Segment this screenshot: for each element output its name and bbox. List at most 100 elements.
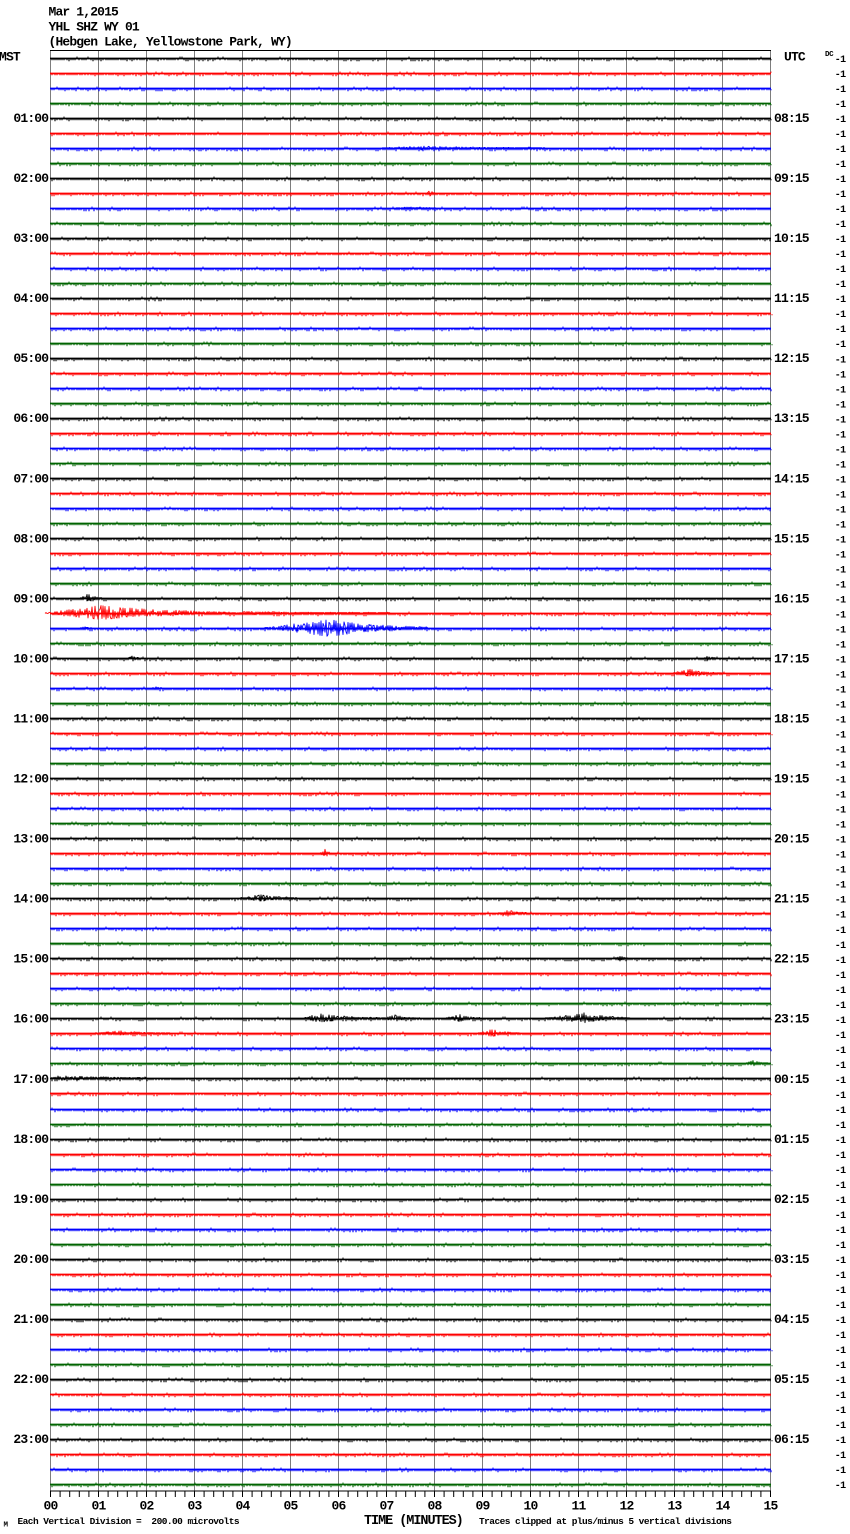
svg-text:-1: -1 (835, 250, 846, 261)
svg-text:-1: -1 (835, 1436, 846, 1447)
svg-text:-1: -1 (835, 971, 846, 982)
svg-text:00: 00 (44, 1499, 59, 1514)
svg-text:-1: -1 (835, 911, 846, 922)
svg-text:-1: -1 (835, 235, 846, 246)
svg-text:12:00: 12:00 (13, 772, 49, 787)
svg-text:-1: -1 (835, 1106, 846, 1117)
svg-text:-1: -1 (835, 1091, 846, 1102)
svg-text:18:00: 18:00 (13, 1132, 49, 1147)
svg-text:-1: -1 (835, 55, 846, 66)
svg-text:-1: -1 (835, 776, 846, 787)
svg-text:05: 05 (284, 1499, 299, 1514)
svg-text:-1: -1 (835, 415, 846, 426)
svg-text:-1: -1 (835, 671, 846, 682)
svg-text:-1: -1 (835, 280, 846, 291)
svg-text:-1: -1 (835, 475, 846, 486)
svg-text:-1: -1 (835, 1421, 846, 1432)
svg-text:-1: -1 (835, 505, 846, 516)
svg-text:-1: -1 (835, 160, 846, 171)
svg-text:-1: -1 (835, 956, 846, 967)
svg-text:-1: -1 (835, 1226, 846, 1237)
svg-text:14:00: 14:00 (13, 892, 49, 907)
svg-text:02:00: 02:00 (13, 171, 49, 186)
svg-text:-1: -1 (835, 1391, 846, 1402)
svg-text:-1: -1 (835, 70, 846, 81)
svg-text:04:00: 04:00 (13, 291, 49, 306)
svg-text:-1: -1 (835, 1346, 846, 1357)
svg-text:14:15: 14:15 (774, 471, 810, 486)
svg-text:-1: -1 (835, 1196, 846, 1207)
svg-text:11:00: 11:00 (13, 711, 49, 726)
svg-text:07:00: 07:00 (13, 471, 49, 486)
svg-text:-1: -1 (835, 896, 846, 907)
svg-text:-1: -1 (835, 355, 846, 366)
svg-text:-1: -1 (835, 806, 846, 817)
svg-text:20:00: 20:00 (13, 1252, 49, 1267)
svg-text:-1: -1 (835, 580, 846, 591)
svg-text:19:00: 19:00 (13, 1192, 49, 1207)
svg-text:01: 01 (92, 1499, 107, 1514)
svg-text:-1: -1 (835, 1211, 846, 1222)
svg-text:22:00: 22:00 (13, 1372, 49, 1387)
svg-text:00:15: 00:15 (774, 1072, 810, 1087)
svg-text:-1: -1 (835, 1361, 846, 1372)
svg-text:-1: -1 (835, 370, 846, 381)
svg-text:-1: -1 (835, 1076, 846, 1087)
svg-text:-1: -1 (835, 400, 846, 411)
svg-text:16:15: 16:15 (774, 591, 810, 606)
svg-text:-1: -1 (835, 851, 846, 862)
svg-text:-1: -1 (835, 1001, 846, 1012)
svg-text:(Hebgen Lake, Yellowstone Park: (Hebgen Lake, Yellowstone Park, WY) (49, 35, 292, 50)
svg-text:UTC: UTC (784, 50, 806, 65)
svg-text:M: M (4, 1522, 9, 1530)
svg-text:-1: -1 (835, 1031, 846, 1042)
svg-text:YHL SHZ WY 01: YHL SHZ WY 01 (49, 20, 140, 35)
svg-text:17:15: 17:15 (774, 651, 810, 666)
svg-text:10:15: 10:15 (774, 231, 810, 246)
svg-text:21:15: 21:15 (774, 892, 810, 907)
svg-text:-1: -1 (835, 746, 846, 757)
svg-text:-1: -1 (835, 535, 846, 546)
svg-text:09: 09 (476, 1499, 491, 1514)
svg-text:-1: -1 (835, 565, 846, 576)
svg-text:-1: -1 (835, 791, 846, 802)
svg-text:04:15: 04:15 (774, 1312, 810, 1327)
svg-text:Traces clipped at plus/minus 5: Traces clipped at plus/minus 5 vertical … (479, 1516, 732, 1527)
svg-text:-1: -1 (835, 836, 846, 847)
svg-text:10: 10 (524, 1499, 539, 1514)
svg-text:09:00: 09:00 (13, 591, 49, 606)
svg-text:-1: -1 (835, 641, 846, 652)
svg-text:10:00: 10:00 (13, 651, 49, 666)
svg-text:02: 02 (140, 1499, 155, 1514)
svg-text:-1: -1 (835, 1151, 846, 1162)
svg-text:21:00: 21:00 (13, 1312, 49, 1327)
svg-text:-1: -1 (835, 1331, 846, 1342)
svg-text:-1: -1 (835, 385, 846, 396)
svg-text:Each Vertical Division = 200.: Each Vertical Division = 200.00 microvol… (18, 1516, 240, 1527)
svg-text:-1: -1 (835, 220, 846, 231)
svg-text:05:15: 05:15 (774, 1372, 810, 1387)
svg-text:-1: -1 (835, 1271, 846, 1282)
svg-text:19:15: 19:15 (774, 772, 810, 787)
svg-text:03:00: 03:00 (13, 231, 49, 246)
svg-text:DC: DC (825, 51, 834, 59)
svg-text:03:15: 03:15 (774, 1252, 810, 1267)
svg-text:08: 08 (428, 1499, 443, 1514)
svg-text:-1: -1 (835, 1166, 846, 1177)
svg-text:-1: -1 (835, 595, 846, 606)
svg-text:-1: -1 (835, 490, 846, 501)
svg-text:-1: -1 (835, 1046, 846, 1057)
svg-text:-1: -1 (835, 100, 846, 111)
svg-text:-1: -1 (835, 986, 846, 997)
svg-text:-1: -1 (835, 1406, 846, 1417)
svg-text:-1: -1 (835, 866, 846, 877)
svg-text:-1: -1 (835, 1376, 846, 1387)
svg-text:23:00: 23:00 (13, 1432, 49, 1447)
svg-text:01:15: 01:15 (774, 1132, 810, 1147)
svg-text:23:15: 23:15 (774, 1012, 810, 1027)
svg-text:-1: -1 (835, 656, 846, 667)
svg-text:TIME (MINUTES): TIME (MINUTES) (364, 1514, 463, 1529)
svg-text:08:15: 08:15 (774, 111, 810, 126)
svg-text:-1: -1 (835, 340, 846, 351)
svg-text:-1: -1 (835, 190, 846, 201)
